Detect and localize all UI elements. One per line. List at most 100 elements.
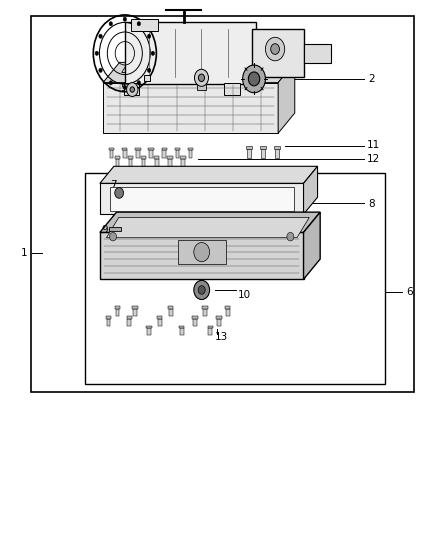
Bar	[147, 328, 151, 335]
Bar	[115, 306, 120, 309]
Bar	[122, 148, 127, 150]
Circle shape	[243, 65, 265, 93]
Bar	[217, 319, 221, 326]
Circle shape	[110, 232, 117, 241]
Polygon shape	[100, 212, 320, 232]
Polygon shape	[100, 232, 304, 279]
Bar	[252, 29, 304, 77]
Circle shape	[147, 68, 151, 72]
Bar	[167, 156, 173, 159]
Bar	[31, 16, 414, 392]
Bar	[124, 83, 139, 95]
Bar	[224, 83, 240, 95]
Polygon shape	[100, 166, 318, 183]
Circle shape	[137, 22, 141, 26]
Bar	[127, 319, 131, 326]
Circle shape	[115, 188, 124, 198]
Bar	[274, 146, 280, 149]
Bar	[141, 156, 146, 159]
Circle shape	[127, 83, 138, 96]
Bar	[155, 159, 159, 166]
Text: 13: 13	[215, 332, 228, 342]
Bar	[246, 146, 252, 149]
Bar	[115, 156, 120, 159]
Circle shape	[137, 80, 141, 85]
Circle shape	[147, 34, 151, 38]
Bar	[189, 150, 192, 158]
Circle shape	[198, 286, 205, 294]
Polygon shape	[106, 217, 309, 238]
Bar	[178, 240, 226, 264]
Bar	[162, 150, 166, 158]
Bar	[168, 306, 173, 309]
Bar	[208, 326, 213, 328]
Bar	[129, 159, 132, 166]
Bar	[109, 148, 114, 150]
Text: 3: 3	[190, 68, 197, 77]
Bar	[109, 227, 121, 231]
Text: 2: 2	[368, 74, 375, 84]
Bar	[136, 150, 140, 158]
Text: 12: 12	[367, 154, 380, 164]
Bar	[179, 326, 184, 328]
Bar	[146, 326, 152, 328]
Text: 5: 5	[120, 83, 127, 93]
Bar	[132, 306, 138, 309]
Text: 9: 9	[101, 225, 108, 235]
Bar	[116, 159, 119, 166]
Circle shape	[151, 51, 155, 55]
Polygon shape	[100, 183, 304, 214]
Bar	[162, 148, 167, 150]
Bar	[149, 150, 153, 158]
Text: 11: 11	[367, 140, 380, 150]
Bar	[180, 156, 186, 159]
Bar	[107, 319, 110, 326]
Bar	[110, 150, 113, 158]
Text: 10: 10	[238, 290, 251, 300]
Bar	[203, 309, 207, 316]
Bar	[142, 159, 145, 166]
Bar	[180, 328, 184, 335]
Polygon shape	[103, 62, 295, 83]
Bar	[168, 159, 172, 166]
Circle shape	[109, 80, 113, 85]
Circle shape	[194, 280, 209, 300]
Text: 4: 4	[120, 68, 127, 77]
Circle shape	[123, 85, 127, 90]
Polygon shape	[110, 187, 294, 211]
Bar	[304, 44, 331, 63]
Bar	[157, 316, 162, 319]
Polygon shape	[304, 166, 318, 214]
Bar	[192, 316, 198, 319]
Circle shape	[198, 74, 205, 82]
Bar	[154, 156, 159, 159]
Bar	[131, 19, 158, 31]
Bar	[226, 309, 230, 316]
Text: 1: 1	[21, 248, 28, 258]
Bar	[116, 309, 119, 316]
Bar	[193, 319, 197, 326]
Polygon shape	[304, 212, 320, 279]
Circle shape	[265, 37, 285, 61]
Bar	[260, 146, 266, 149]
Bar	[176, 150, 179, 158]
Bar	[128, 156, 133, 159]
Bar	[133, 309, 137, 316]
Circle shape	[99, 68, 102, 72]
Circle shape	[130, 87, 134, 92]
Polygon shape	[278, 62, 295, 133]
Circle shape	[287, 232, 294, 241]
Bar	[188, 148, 193, 150]
Bar	[202, 306, 208, 309]
Polygon shape	[103, 83, 278, 133]
Circle shape	[248, 72, 260, 86]
Circle shape	[109, 22, 113, 26]
Circle shape	[271, 44, 279, 54]
Bar	[127, 316, 132, 319]
Text: 8: 8	[368, 199, 375, 208]
Circle shape	[194, 69, 208, 86]
Bar	[181, 159, 185, 166]
Bar	[85, 173, 385, 384]
Text: 7: 7	[110, 181, 117, 190]
Bar	[275, 149, 279, 158]
